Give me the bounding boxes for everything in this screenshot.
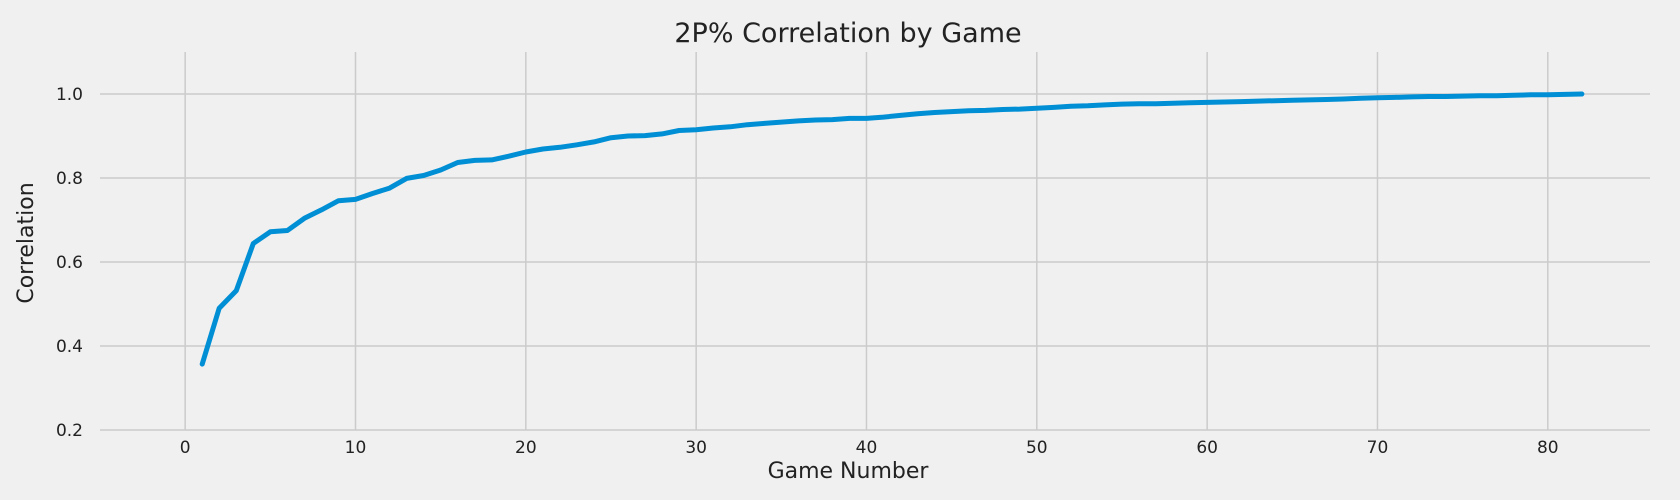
x-tick-label: 70 xyxy=(1367,438,1389,458)
x-tick-label: 80 xyxy=(1537,438,1559,458)
series-layer xyxy=(199,91,1585,367)
x-tick-label: 10 xyxy=(345,438,367,458)
x-tick-label: 40 xyxy=(856,438,878,458)
y-tick-label: 0.8 xyxy=(56,169,83,189)
x-tick-label: 50 xyxy=(1026,438,1048,458)
chart-title: 2P% Correlation by Game xyxy=(674,18,1021,49)
x-tick-label: 30 xyxy=(685,438,707,458)
y-tick-label: 1.0 xyxy=(56,85,83,105)
x-tick-label: 20 xyxy=(515,438,537,458)
tick-layer: 0 10 20 30 40 50 60 70 80 0.2 0.4 0.6 0.8 1.0 xyxy=(56,85,1559,458)
x-axis-label: Game Number xyxy=(768,459,930,484)
x-tick-label: 60 xyxy=(1196,438,1218,458)
x-tick-label: 0 xyxy=(180,438,191,458)
y-tick-label: 0.2 xyxy=(56,421,83,441)
y-axis-label: Correlation xyxy=(14,182,39,303)
y-tick-label: 0.6 xyxy=(56,253,83,273)
correlation-series-line xyxy=(199,91,1585,367)
y-tick-label: 0.4 xyxy=(56,337,83,357)
grid-layer xyxy=(100,52,1650,431)
